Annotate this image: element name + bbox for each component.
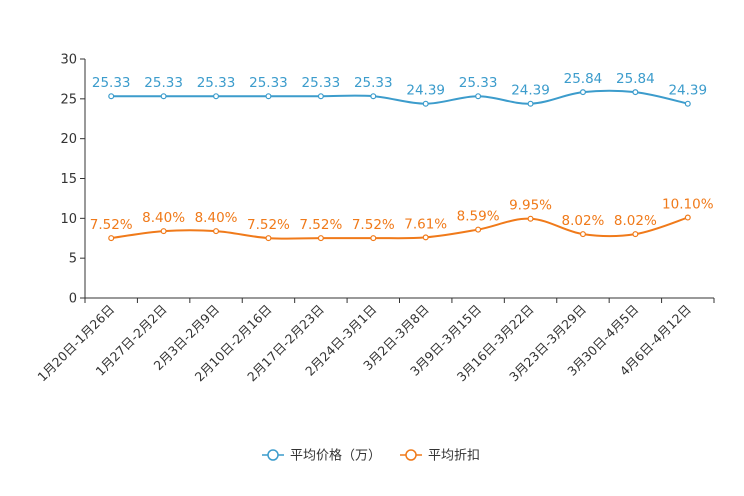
data-label: 25.33 xyxy=(302,75,341,91)
data-label: 8.40% xyxy=(195,210,238,226)
data-label: 7.52% xyxy=(247,217,290,233)
data-point xyxy=(213,93,220,100)
data-point xyxy=(160,228,167,235)
data-label: 25.33 xyxy=(197,75,236,91)
y-tick-label: 20 xyxy=(60,132,77,147)
legend-label: 平均折扣 xyxy=(428,449,480,464)
data-label: 25.33 xyxy=(144,75,183,91)
data-label: 24.39 xyxy=(668,83,707,99)
data-label: 9.95% xyxy=(509,198,552,214)
data-label: 8.02% xyxy=(562,213,605,229)
legend-marker-icon xyxy=(267,449,279,461)
data-point xyxy=(632,89,639,96)
legend-marker-icon xyxy=(405,449,417,461)
y-tick-label: 0 xyxy=(69,292,77,307)
legend-label: 平均价格（万） xyxy=(290,448,381,464)
data-point xyxy=(684,100,691,107)
data-point xyxy=(475,226,482,233)
data-label: 24.39 xyxy=(511,83,550,99)
data-point xyxy=(527,100,534,107)
data-point xyxy=(579,231,586,238)
data-point xyxy=(370,235,377,242)
data-point xyxy=(265,235,272,242)
legend: 平均价格（万） 平均折扣 xyxy=(262,448,480,464)
data-label: 7.52% xyxy=(90,217,133,233)
data-label: 25.33 xyxy=(459,75,498,91)
data-point xyxy=(108,93,115,100)
legend-item-avg-discount: 平均折扣 xyxy=(400,449,480,464)
y-tick-label: 10 xyxy=(60,212,77,227)
data-label: 7.61% xyxy=(404,216,447,232)
data-label: 25.33 xyxy=(92,75,131,91)
data-label: 10.10% xyxy=(662,197,714,213)
data-label: 25.84 xyxy=(564,71,603,87)
series-line xyxy=(111,216,689,240)
data-label: 24.39 xyxy=(406,83,445,99)
data-point xyxy=(579,89,586,96)
data-label: 7.52% xyxy=(299,217,342,233)
data-point xyxy=(317,235,324,242)
data-point xyxy=(317,93,324,100)
legend-item-avg-price: 平均价格（万） xyxy=(262,448,381,464)
data-point xyxy=(213,228,220,235)
series-avg-discount: 7.52% 8.40% 8.40% 7.52% 7.52% 7.52% 7.61% 8.59%… xyxy=(90,197,714,242)
y-tick-label: 5 xyxy=(69,252,77,267)
data-point xyxy=(265,93,272,100)
data-point xyxy=(475,93,482,100)
data-point xyxy=(527,215,534,222)
y-tick-label: 30 xyxy=(60,53,77,68)
data-point xyxy=(632,231,639,238)
data-point xyxy=(422,234,429,241)
data-label: 8.02% xyxy=(614,213,657,229)
data-label: 25.33 xyxy=(354,75,393,91)
data-point xyxy=(160,93,167,100)
series-layer: 25.33 25.33 25.33 25.33 25.33 25.33 24.39 25.33… xyxy=(90,71,714,242)
y-tick-label: 25 xyxy=(60,92,77,107)
series-avg-price: 25.33 25.33 25.33 25.33 25.33 25.33 24.39 25.33… xyxy=(92,71,707,107)
y-tick-label: 15 xyxy=(60,172,77,187)
data-point xyxy=(370,93,377,100)
data-label: 7.52% xyxy=(352,217,395,233)
data-point xyxy=(422,100,429,107)
data-point xyxy=(684,214,691,221)
series-line xyxy=(111,89,689,105)
data-label: 8.40% xyxy=(142,210,185,226)
data-point xyxy=(108,235,115,242)
data-label: 8.59% xyxy=(457,209,500,225)
data-label: 25.84 xyxy=(616,71,655,87)
data-label: 25.33 xyxy=(249,75,288,91)
